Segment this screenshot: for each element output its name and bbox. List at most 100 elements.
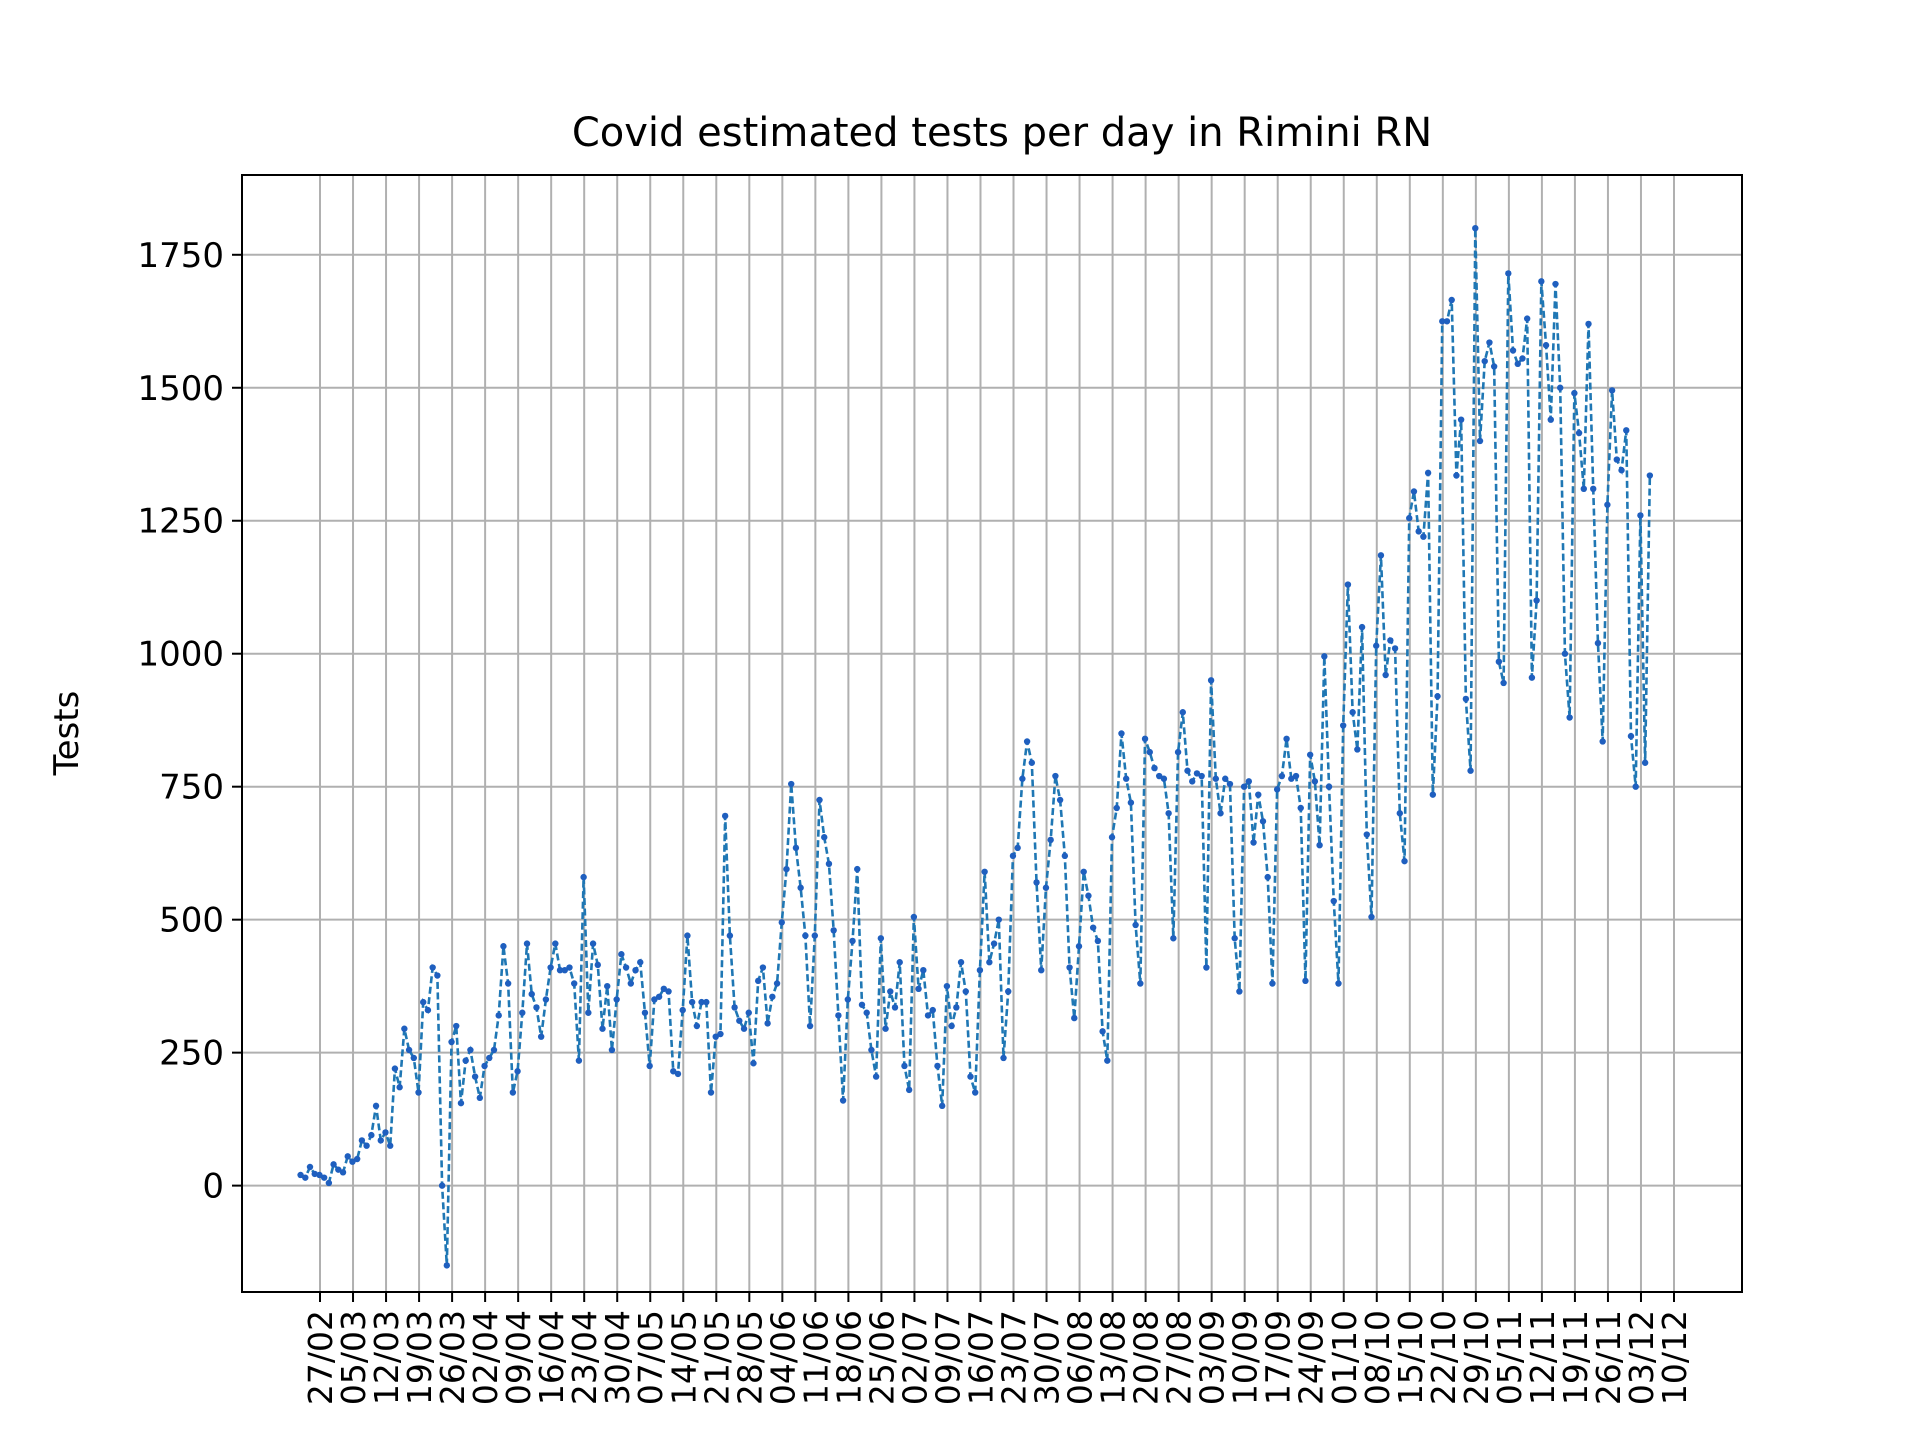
data-point <box>1137 980 1144 987</box>
data-point <box>1278 772 1286 780</box>
data-point <box>1523 315 1531 322</box>
data-point <box>948 1022 955 1030</box>
data-point <box>537 1033 545 1040</box>
data-point <box>731 1004 738 1011</box>
data-point <box>655 993 663 1000</box>
data-point <box>1005 988 1012 995</box>
data-point <box>1122 775 1130 782</box>
data-point <box>726 932 734 939</box>
series-markers <box>297 224 1654 1269</box>
data-point <box>1198 772 1205 780</box>
x-tick-label: 02/04 <box>466 1310 505 1405</box>
data-point <box>1443 318 1451 325</box>
data-point <box>429 964 436 971</box>
data-point <box>1623 427 1630 434</box>
data-point <box>1255 791 1262 798</box>
data-point <box>1080 868 1087 875</box>
data-point <box>754 977 762 985</box>
y-tick-label: 1500 <box>137 369 224 409</box>
data-point <box>1321 653 1328 660</box>
data-point <box>1071 1014 1078 1022</box>
data-point <box>1014 844 1021 852</box>
data-point <box>353 1155 361 1163</box>
data-point <box>816 796 823 804</box>
data-point <box>806 1022 814 1030</box>
data-point <box>986 959 993 966</box>
data-point <box>1519 355 1526 362</box>
data-point <box>1349 709 1356 716</box>
data-point <box>1566 714 1573 721</box>
x-tick-label: 17/09 <box>1259 1310 1298 1405</box>
x-tick-label: 30/04 <box>598 1310 637 1405</box>
data-point <box>1646 472 1654 479</box>
data-point <box>887 988 894 995</box>
data-point <box>1391 645 1399 652</box>
data-point <box>1151 764 1158 772</box>
data-point <box>844 996 852 1003</box>
data-point <box>693 1022 701 1030</box>
data-point <box>703 998 710 1006</box>
x-tick-label: 02/07 <box>895 1310 934 1405</box>
data-point <box>967 1073 974 1080</box>
data-point <box>627 980 635 987</box>
data-point <box>1339 722 1347 729</box>
x-tick-label: 25/06 <box>862 1310 901 1405</box>
data-point <box>387 1142 394 1149</box>
data-point <box>401 1025 408 1032</box>
data-point <box>1207 677 1215 684</box>
x-tick-label: 16/07 <box>961 1310 1000 1405</box>
data-point <box>1061 852 1069 860</box>
x-tick-label: 06/08 <box>1061 1310 1100 1405</box>
data-point <box>825 860 833 868</box>
data-point <box>1302 977 1309 985</box>
x-axis-ticks: 27/0205/0312/0319/0326/0302/0409/0416/04… <box>301 1292 1694 1405</box>
data-point <box>320 1174 328 1181</box>
data-point <box>1189 778 1196 785</box>
data-point <box>1528 674 1536 681</box>
data-point <box>764 1020 771 1027</box>
data-point <box>674 1070 682 1078</box>
x-tick-label: 09/07 <box>928 1310 967 1405</box>
data-point <box>882 1025 889 1032</box>
data-point <box>830 927 837 934</box>
data-point <box>1344 581 1352 588</box>
data-point <box>835 1012 842 1019</box>
data-point <box>1288 775 1295 782</box>
data-point <box>1547 416 1554 423</box>
data-point <box>1179 709 1186 716</box>
data-point <box>415 1089 422 1096</box>
data-point <box>1462 695 1470 703</box>
x-tick-label: 24/09 <box>1292 1310 1331 1405</box>
y-tick-label: 0 <box>202 1167 224 1207</box>
x-tick-label: 22/10 <box>1424 1310 1463 1405</box>
data-point <box>1292 772 1300 780</box>
x-tick-label: 19/03 <box>400 1310 439 1405</box>
x-tick-label: 05/03 <box>334 1310 373 1405</box>
data-point <box>1000 1054 1007 1062</box>
chart-title: Covid estimated tests per day in Rimini … <box>572 110 1432 156</box>
data-point <box>740 1025 748 1032</box>
data-point <box>363 1142 370 1149</box>
data-point <box>453 1022 460 1030</box>
data-point <box>1509 347 1517 354</box>
data-point <box>1118 730 1125 737</box>
data-point <box>1217 810 1224 817</box>
data-point <box>410 1054 417 1062</box>
data-point <box>339 1169 347 1176</box>
data-point <box>1472 224 1479 232</box>
data-point <box>953 1004 960 1011</box>
data-point <box>854 865 861 873</box>
data-point <box>976 966 984 974</box>
x-tick-label: 16/04 <box>532 1310 571 1405</box>
data-point <box>1089 924 1097 931</box>
data-point <box>901 1062 908 1070</box>
data-point <box>405 1046 413 1054</box>
data-point <box>1457 416 1465 423</box>
x-tick-label: 10/12 <box>1655 1310 1694 1405</box>
data-point <box>821 834 828 841</box>
data-point <box>1231 935 1238 942</box>
data-point <box>547 964 554 971</box>
data-point <box>1538 278 1545 285</box>
